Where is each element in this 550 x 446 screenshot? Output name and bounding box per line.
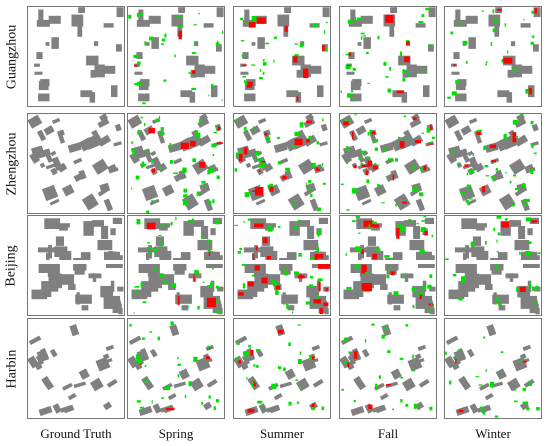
row-label-text: Harbin [4, 349, 20, 388]
panel-beijing-ground-truth [27, 215, 125, 316]
panel-zhengzhou-summer [233, 113, 331, 214]
column-label-fall: Fall [377, 426, 399, 441]
segmentation-map [234, 216, 330, 315]
segmentation-map [445, 114, 541, 213]
panel-beijing-winter [444, 215, 542, 316]
segmentation-map [234, 7, 330, 106]
segmentation-map [234, 114, 330, 213]
segmentation-map [445, 216, 541, 315]
segmentation-map [340, 319, 436, 418]
column-label-summer: Summer [259, 426, 305, 441]
segmentation-map [128, 114, 224, 213]
panel-guangzhou-fall [339, 6, 437, 107]
row-label-text: Zhengzhou [4, 132, 20, 195]
row-label-zhengzhou: Zhengzhou [0, 113, 24, 214]
panel-zhengzhou-winter [444, 113, 542, 214]
panel-guangzhou-ground-truth [27, 6, 125, 107]
row-label-text: Beijing [4, 244, 20, 287]
panel-harbin-summer [233, 318, 331, 419]
panel-guangzhou-spring [127, 6, 225, 107]
segmentation-map [234, 319, 330, 418]
segmentation-map [128, 7, 224, 106]
segmentation-map [340, 114, 436, 213]
segmentation-map [28, 319, 124, 418]
segmentation-map [128, 319, 224, 418]
column-label-spring: Spring [158, 426, 194, 441]
panel-zhengzhou-spring [127, 113, 225, 214]
segmentation-map [445, 319, 541, 418]
row-label-text: Guangzhou [4, 24, 20, 89]
row-label-guangzhou: Guangzhou [0, 6, 24, 107]
panel-zhengzhou-ground-truth [27, 113, 125, 214]
column-label-ground-truth: Ground Truth [40, 426, 112, 441]
segmentation-map [28, 114, 124, 213]
panel-beijing-spring [127, 215, 225, 316]
panel-zhengzhou-fall [339, 113, 437, 214]
segmentation-map [28, 216, 124, 315]
panel-harbin-spring [127, 318, 225, 419]
segmentation-map [128, 216, 224, 315]
panel-guangzhou-summer [233, 6, 331, 107]
panel-harbin-fall [339, 318, 437, 419]
panel-beijing-fall [339, 215, 437, 316]
segmentation-map [340, 216, 436, 315]
panel-harbin-ground-truth [27, 318, 125, 419]
segmentation-map [445, 7, 541, 106]
row-label-harbin: Harbin [0, 318, 24, 419]
column-label-winter: Winter [475, 426, 511, 441]
panel-harbin-winter [444, 318, 542, 419]
panel-beijing-summer [233, 215, 331, 316]
panel-guangzhou-winter [444, 6, 542, 107]
segmentation-map [340, 7, 436, 106]
row-label-beijing: Beijing [0, 215, 24, 316]
segmentation-map [28, 7, 124, 106]
